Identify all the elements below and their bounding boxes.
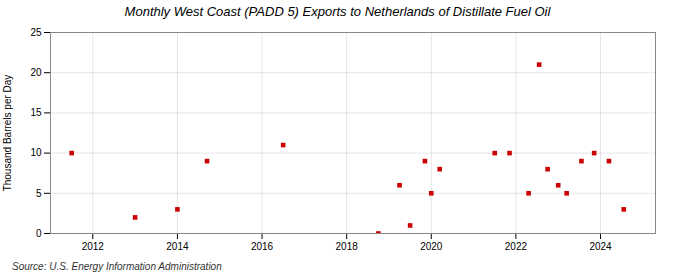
svg-text:2020: 2020 <box>420 241 443 252</box>
svg-text:2016: 2016 <box>251 241 274 252</box>
svg-text:2018: 2018 <box>336 241 359 252</box>
html-text:Monthly West Coast (PADD 5) Ex: Monthly West Coast (PADD 5) Exports to N… <box>124 4 551 19</box>
svg-text:10: 10 <box>30 147 42 158</box>
svg-text:Thousand Barrels per Day: Thousand Barrels per Day <box>2 75 13 192</box>
svg-text:2022: 2022 <box>505 241 528 252</box>
html-text:Source: U.S. Energy Informatio: Source: U.S. Energy Information Administ… <box>12 261 222 272</box>
svg-text:2014: 2014 <box>166 241 189 252</box>
svg-text:5: 5 <box>36 188 42 199</box>
svg-text:15: 15 <box>30 107 42 118</box>
svg-text:0: 0 <box>36 228 42 239</box>
svg-text:20: 20 <box>30 67 42 78</box>
svg-text:25: 25 <box>30 27 42 38</box>
svg-text:2024: 2024 <box>589 241 612 252</box>
svg-text:2012: 2012 <box>82 241 105 252</box>
